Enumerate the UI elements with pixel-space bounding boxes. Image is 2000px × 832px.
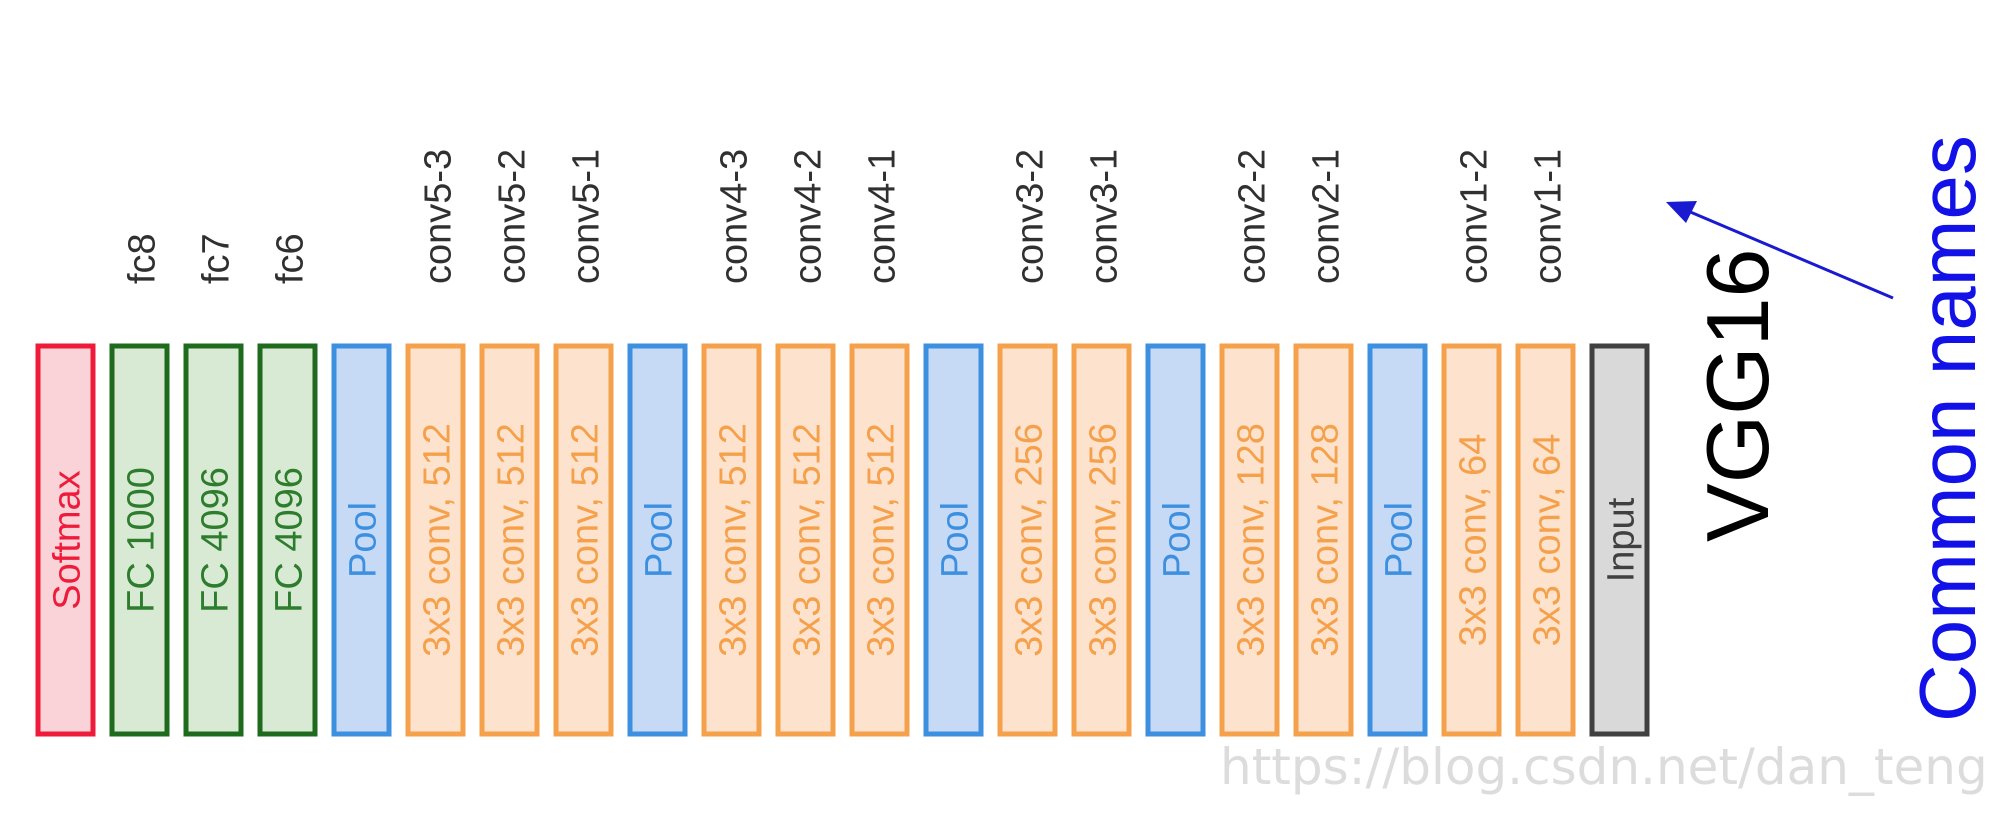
layer-rect (849, 343, 910, 737)
layer-block-fc: FC 4096 (183, 343, 244, 737)
layer-block-conv: 3x3 conv, 512 (553, 343, 614, 737)
layer-block-conv: 3x3 conv, 256 (1071, 343, 1132, 737)
layer-common-name: conv4-3 (714, 149, 756, 284)
layer-rect (775, 343, 836, 737)
layer-label: Softmax (47, 470, 89, 609)
layer-block-conv: 3x3 conv, 512 (775, 343, 836, 737)
layer-common-name: conv1-2 (1454, 149, 1496, 284)
watermark: https://blog.csdn.net/dan_teng (1220, 738, 1988, 796)
layer-common-name: conv1-1 (1528, 149, 1570, 284)
layer-block-fc: FC 1000 (109, 343, 170, 737)
layer-common-names: fc8 fc7 fc6 conv5-3 conv5-2 conv5-1 conv4-3 con… (122, 149, 1570, 284)
layer-common-name: conv4-2 (788, 149, 830, 284)
layer-block-conv: 3x3 conv, 128 (1219, 343, 1280, 737)
layer-block-conv: 3x3 conv, 512 (405, 343, 466, 737)
layer-common-name: fc8 (122, 233, 164, 284)
layer-rect (553, 343, 614, 737)
layer-rect (331, 343, 392, 737)
layer-blocks: Softmax FC 1000 FC 4096 FC 4096 Pool 3x3 conv… (35, 343, 1650, 737)
layer-label: 3x3 conv, 256 (1083, 423, 1125, 657)
layer-label: FC 4096 (195, 467, 237, 613)
layer-label: 3x3 conv, 64 (1453, 434, 1495, 647)
layer-label: 3x3 conv, 512 (787, 423, 829, 657)
layer-label: 3x3 conv, 256 (1009, 423, 1051, 657)
layer-label: 3x3 conv, 512 (417, 423, 459, 657)
layer-label: 3x3 conv, 128 (1231, 423, 1273, 657)
layer-rect (405, 343, 466, 737)
layer-common-name: fc7 (196, 233, 238, 284)
layer-block-conv: 3x3 conv, 512 (849, 343, 910, 737)
layer-label: Input (1601, 497, 1643, 582)
common-names-annotation: Common names (1903, 135, 1992, 722)
model-title: VGG16 (1688, 249, 1787, 542)
layer-block-conv: 3x3 conv, 256 (997, 343, 1058, 737)
layer-common-name: conv5-2 (492, 149, 534, 284)
layer-common-name: conv5-3 (418, 149, 460, 284)
layer-block-pool: Pool (1145, 343, 1206, 737)
layer-block-pool: Pool (1367, 343, 1428, 737)
layer-block-conv: 3x3 conv, 64 (1515, 343, 1576, 737)
layer-label: 3x3 conv, 512 (491, 423, 533, 657)
layer-label: Pool (1379, 502, 1421, 578)
annotation-arrow (1687, 209, 1894, 300)
layer-rect (1589, 343, 1650, 737)
layer-common-name: conv3-2 (1010, 149, 1052, 284)
layer-label: Pool (1157, 502, 1199, 578)
layer-rect (1515, 343, 1576, 737)
layer-block-conv: 3x3 conv, 512 (701, 343, 762, 737)
layer-rect (479, 343, 540, 737)
layer-rect (257, 343, 318, 737)
layer-rect (109, 343, 170, 737)
layer-label: 3x3 conv, 128 (1305, 423, 1347, 657)
layer-label: Pool (935, 502, 977, 578)
layer-common-name: conv3-1 (1084, 149, 1126, 284)
layer-block-pool: Pool (923, 343, 984, 737)
layer-rect (627, 343, 688, 737)
layer-block-pool: Pool (331, 343, 392, 737)
layer-block-softmax: Softmax (35, 343, 96, 737)
layer-rect (35, 343, 96, 737)
layer-block-conv: 3x3 conv, 128 (1293, 343, 1354, 737)
layer-rect (183, 343, 244, 737)
layer-label: FC 1000 (121, 467, 163, 613)
layer-block-conv: 3x3 conv, 64 (1441, 343, 1502, 737)
annotation-arrow-head (1666, 201, 1697, 223)
layer-label: Pool (639, 502, 681, 578)
layer-rect (701, 343, 762, 737)
layer-rect (1071, 343, 1132, 737)
layer-block-conv: 3x3 conv, 512 (479, 343, 540, 737)
layer-rect (1219, 343, 1280, 737)
layer-label: FC 4096 (269, 467, 311, 613)
layer-common-name: conv5-1 (566, 149, 608, 284)
layer-rect (1145, 343, 1206, 737)
layer-rect (1367, 343, 1428, 737)
layer-common-name: fc6 (270, 233, 312, 284)
layer-rect (923, 343, 984, 737)
layer-label: 3x3 conv, 64 (1527, 434, 1569, 647)
layer-common-name: conv2-2 (1232, 149, 1274, 284)
layer-label: 3x3 conv, 512 (565, 423, 607, 657)
layer-block-input: Input (1589, 343, 1650, 737)
layer-rect (1293, 343, 1354, 737)
layer-common-name: conv2-1 (1306, 149, 1348, 284)
layer-common-name: conv4-1 (862, 149, 904, 284)
layer-label: 3x3 conv, 512 (861, 423, 903, 657)
layer-rect (997, 343, 1058, 737)
layer-rect (1441, 343, 1502, 737)
layer-label: 3x3 conv, 512 (713, 423, 755, 657)
layer-block-fc: FC 4096 (257, 343, 318, 737)
layer-label: Pool (343, 502, 385, 578)
layer-block-pool: Pool (627, 343, 688, 737)
